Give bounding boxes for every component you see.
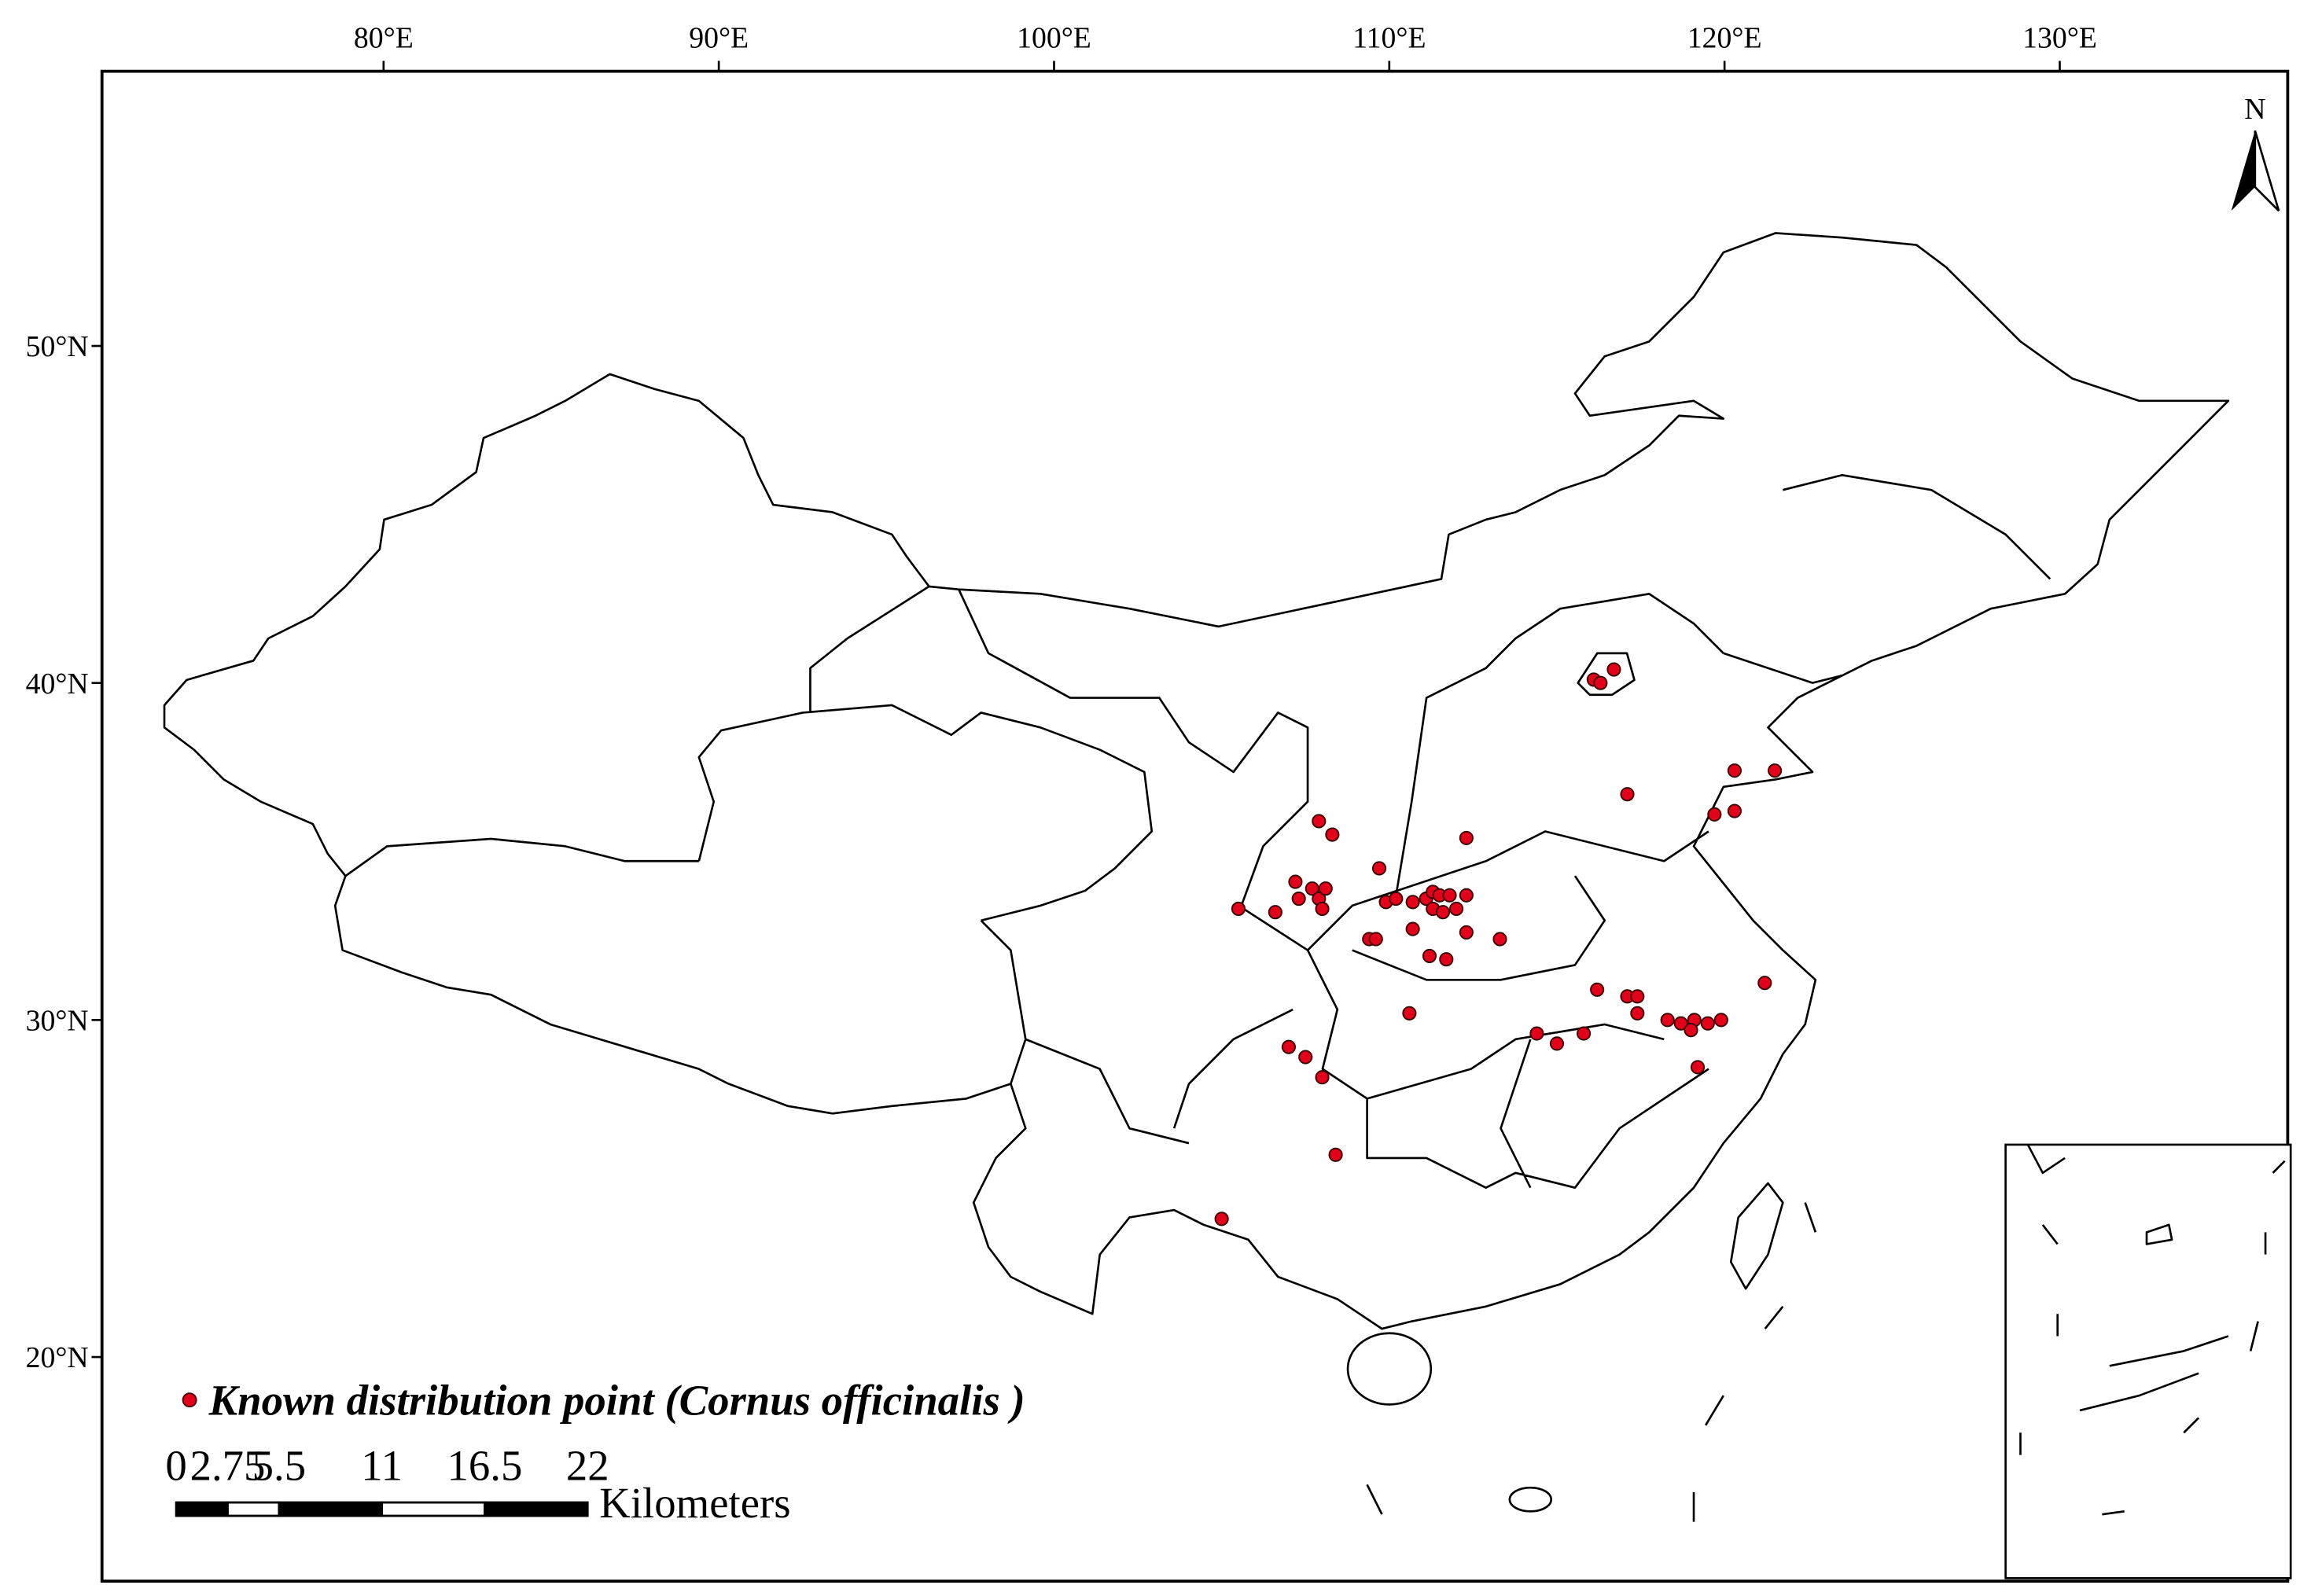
distribution-point <box>1757 976 1772 991</box>
distribution-point <box>1713 1013 1728 1028</box>
country-outline <box>163 232 2230 1330</box>
distribution-point <box>1291 891 1306 906</box>
distribution-point <box>1325 827 1340 842</box>
distribution-point <box>1707 807 1722 822</box>
y-tick-label: 30°N <box>26 1005 89 1038</box>
distribution-point <box>1298 1050 1313 1065</box>
scale-segment <box>175 1501 229 1517</box>
y-tick-label: 50°N <box>26 330 89 363</box>
distribution-point <box>1281 1039 1296 1054</box>
distribution-point <box>1620 787 1635 802</box>
province-boundaries <box>344 473 2052 1190</box>
distribution-point <box>1405 895 1420 910</box>
distribution-point <box>1673 1016 1688 1031</box>
y-tick-label: 40°N <box>26 667 89 701</box>
distribution-point <box>1690 1060 1706 1075</box>
distribution-point <box>1439 952 1454 967</box>
distribution-point <box>1727 763 1742 778</box>
x-tick-label: 80°E <box>354 21 414 54</box>
scale-segment <box>278 1501 384 1517</box>
y-tick-label: 20°N <box>26 1341 89 1374</box>
scale-unit: Kilometers <box>599 1479 790 1527</box>
distribution-point <box>1768 763 1783 778</box>
distribution-point <box>1590 982 1605 997</box>
scale-label: 5.5 <box>252 1442 306 1490</box>
distribution-point <box>1660 1013 1675 1028</box>
distribution-point <box>1312 814 1327 829</box>
distribution-point <box>1700 1016 1715 1031</box>
distribution-point <box>1318 881 1333 896</box>
distribution-point <box>1315 1070 1330 1085</box>
distribution-point <box>1727 804 1742 818</box>
scale-label: 22 <box>566 1442 609 1490</box>
inset-frame <box>2004 1143 2292 1579</box>
taiwan-outline <box>1729 1182 1784 1290</box>
sea-dashes <box>1366 1202 1817 1522</box>
distribution-point <box>1449 901 1464 916</box>
distribution-point <box>1371 861 1387 876</box>
distribution-point <box>1288 874 1303 889</box>
x-tick-label: 110°E <box>1352 21 1426 54</box>
x-tick-label: 90°E <box>689 21 749 54</box>
distribution-point <box>1549 1036 1565 1051</box>
scale-label: 11 <box>361 1442 403 1490</box>
distribution-point <box>1315 901 1330 916</box>
distribution-point <box>1231 901 1246 916</box>
map-frame <box>100 69 2290 1583</box>
distribution-point <box>1577 1026 1592 1041</box>
distribution-point <box>1459 830 1474 845</box>
distribution-point <box>1459 888 1474 903</box>
distribution-point <box>1268 905 1282 920</box>
legend-label: Known distribution point (Cornus officin… <box>208 1377 1025 1425</box>
distribution-point <box>1630 1006 1645 1020</box>
distribution-point <box>1593 675 1608 690</box>
scale-segment <box>226 1501 281 1517</box>
distribution-point <box>1435 905 1451 920</box>
distribution-point <box>1402 1006 1417 1020</box>
inset-content <box>2019 1144 2286 1516</box>
north-label: N <box>2244 93 2265 126</box>
legend-symbol <box>182 1392 197 1408</box>
scale-segment <box>381 1501 486 1517</box>
scale-label: 2.75 <box>190 1442 266 1490</box>
distribution-point <box>1459 925 1474 940</box>
distribution-point <box>1422 948 1437 963</box>
distribution-point <box>1214 1212 1229 1226</box>
distribution-point <box>1368 932 1383 947</box>
scale-segment <box>484 1501 589 1517</box>
distribution-point <box>1529 1026 1544 1041</box>
distribution-point <box>1684 1023 1698 1038</box>
x-tick-label: 130°E <box>2022 21 2097 54</box>
beijing-outline <box>1577 652 1636 697</box>
scale-label: 16.5 <box>447 1442 523 1490</box>
island-outline <box>1508 1486 1553 1513</box>
distribution-point <box>1606 662 1621 677</box>
distribution-point <box>1328 1147 1343 1162</box>
distribution-point <box>1405 921 1420 936</box>
distribution-point <box>1442 888 1457 903</box>
distribution-point <box>1389 891 1404 906</box>
distribution-point <box>1492 932 1507 947</box>
x-tick-label: 100°E <box>1017 21 1091 54</box>
distribution-point <box>1630 989 1645 1004</box>
scale-label: 0 <box>165 1442 186 1490</box>
hainan-outline <box>1346 1332 1433 1406</box>
x-tick-label: 120°E <box>1687 21 1762 54</box>
